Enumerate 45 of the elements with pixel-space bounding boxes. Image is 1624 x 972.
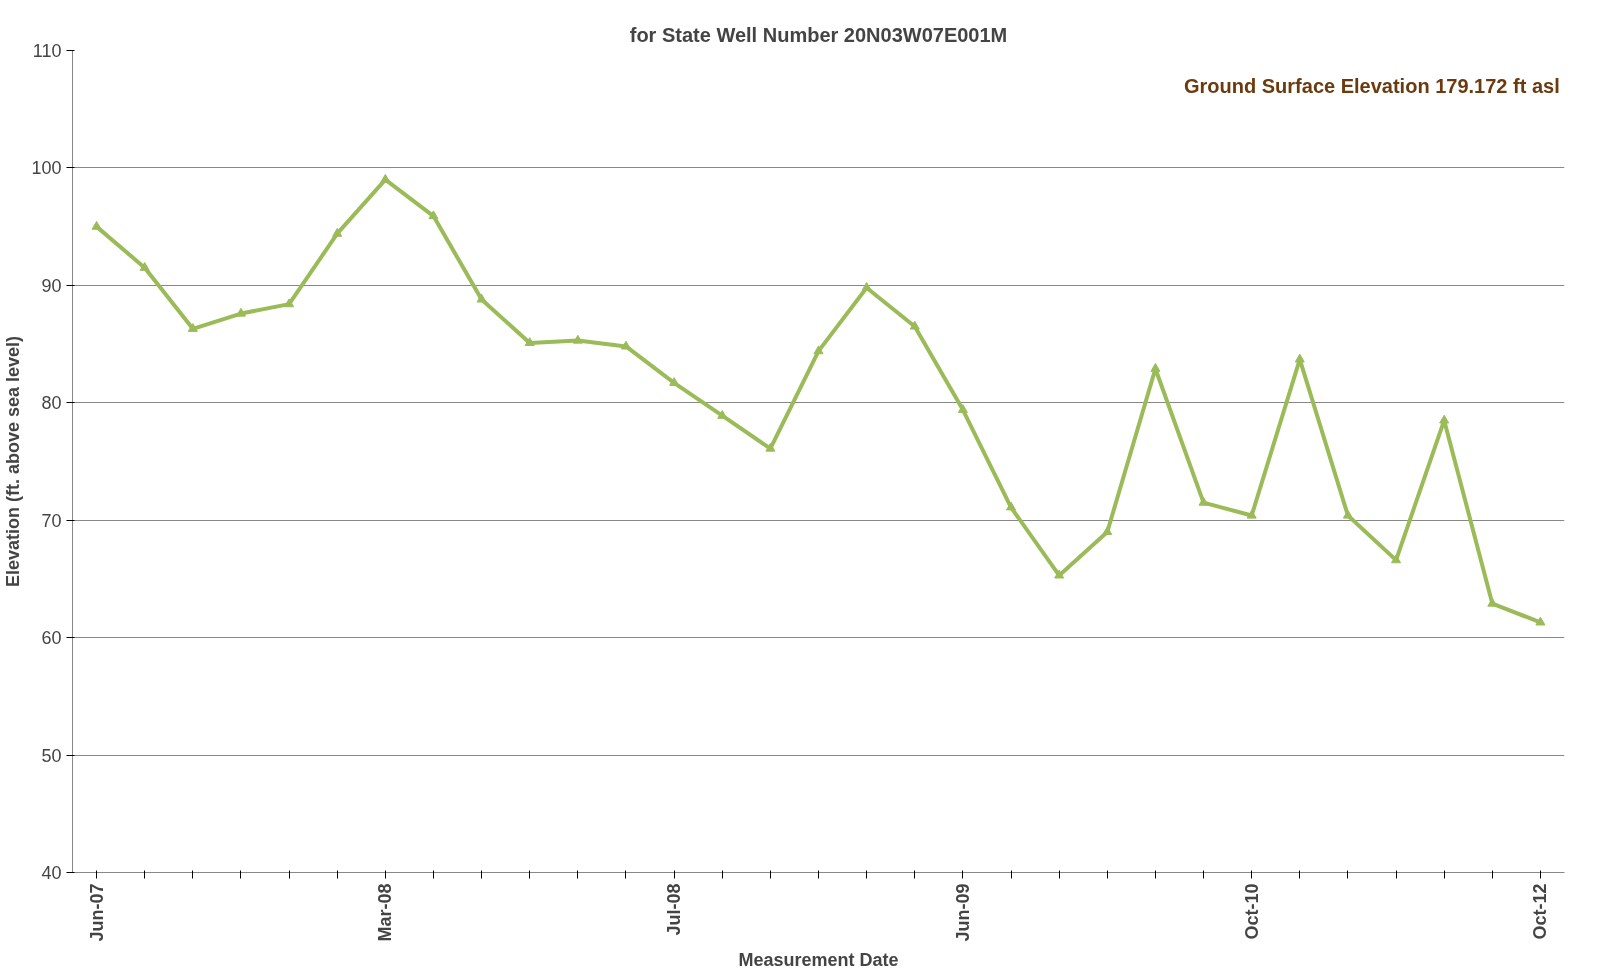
point xyxy=(957,404,968,413)
annotation: Ground Surface Elevation 179.172 ft asl xyxy=(1183,75,1560,98)
y-axis-title: Elevation (ft. above sea level) xyxy=(3,335,24,588)
point xyxy=(1535,616,1546,626)
point xyxy=(1054,569,1065,579)
point xyxy=(1294,353,1305,363)
point xyxy=(332,227,343,237)
point xyxy=(572,334,583,344)
point xyxy=(1102,526,1113,536)
y-tick-label: 100 xyxy=(31,158,62,179)
x-tick-label: Mar-08 xyxy=(375,883,396,942)
point xyxy=(620,340,631,350)
y-tick-label: 40 xyxy=(41,863,62,883)
point xyxy=(1198,496,1209,506)
point xyxy=(187,323,198,332)
x-tick-label: Jul-08 xyxy=(664,883,685,936)
point xyxy=(1150,363,1161,372)
point xyxy=(1439,414,1450,424)
x-tick-label: Oct-12 xyxy=(1530,883,1551,940)
point xyxy=(284,298,295,308)
point xyxy=(1391,554,1402,564)
x-tick-label: Jun-09 xyxy=(952,883,973,942)
y-tick-label: 110 xyxy=(32,41,62,61)
x-tick-label: Oct-10 xyxy=(1241,883,1262,940)
point xyxy=(1246,509,1257,519)
point xyxy=(861,282,872,291)
chart-title: for State Well Number 20N03W07E001M xyxy=(629,23,1008,46)
x-axis-title: Measurement Date xyxy=(738,949,899,970)
point xyxy=(813,345,824,355)
point xyxy=(91,220,102,230)
y-tick-label: 70 xyxy=(41,510,62,531)
x-tick-label: Jun-07 xyxy=(86,883,107,942)
y-tick-label: 60 xyxy=(41,628,62,649)
point xyxy=(524,337,535,346)
y-tick-label: 80 xyxy=(41,393,62,414)
point xyxy=(765,442,776,452)
y-tick-label: 90 xyxy=(41,275,62,296)
point xyxy=(380,173,391,183)
point xyxy=(428,210,439,220)
point xyxy=(909,320,920,330)
point xyxy=(1342,509,1353,519)
point xyxy=(139,262,150,271)
point xyxy=(476,293,487,303)
y-tick-label: 50 xyxy=(41,745,62,766)
point xyxy=(1006,501,1017,511)
